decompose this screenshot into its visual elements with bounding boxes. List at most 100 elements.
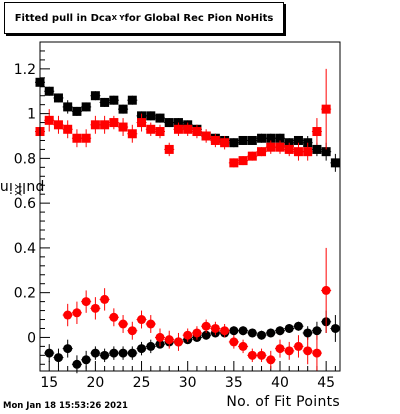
data-point-circle — [220, 326, 230, 336]
data-point-square — [127, 95, 137, 105]
data-point-square — [312, 144, 322, 154]
data-point-circle — [164, 335, 174, 345]
data-point-circle — [284, 323, 294, 333]
data-point-circle — [127, 348, 137, 358]
data-point-square — [53, 120, 63, 130]
data-point-circle — [201, 330, 211, 340]
data-point-square — [164, 118, 174, 128]
y-tick-label: 0 — [27, 330, 36, 346]
chart-title-subscript: X Y — [111, 14, 125, 22]
data-point-circle — [293, 321, 303, 331]
data-point-circle — [247, 350, 257, 360]
data-point-circle — [321, 285, 331, 295]
data-point-square — [192, 127, 202, 137]
data-points — [35, 68, 341, 374]
data-point-square — [44, 86, 54, 96]
x-tick-label: 40 — [271, 375, 289, 391]
data-point-square — [137, 118, 147, 128]
data-point-square — [90, 91, 100, 101]
data-point-square — [257, 133, 267, 143]
data-point-square — [238, 135, 248, 145]
data-point-circle — [109, 312, 119, 322]
data-point-circle — [146, 319, 156, 329]
data-point-square — [293, 147, 303, 157]
series-3 — [62, 247, 332, 371]
data-point-square — [284, 144, 294, 154]
data-point-square — [155, 113, 165, 123]
x-tick-label: 20 — [86, 375, 104, 391]
data-point-circle — [238, 341, 248, 351]
data-point-circle — [173, 337, 183, 347]
data-point-circle — [284, 346, 294, 356]
data-point-circle — [118, 319, 128, 329]
data-point-square — [81, 102, 91, 112]
data-point-circle — [312, 326, 322, 336]
chart-title-prefix: Fitted pull in Dca — [14, 12, 112, 24]
data-point-circle — [100, 350, 110, 360]
data-point-square — [247, 135, 257, 145]
data-point-square — [330, 158, 340, 168]
chart-title-suffix: for Global Rec Pion NoHits — [124, 12, 274, 24]
data-point-square — [275, 133, 285, 143]
data-point-square — [90, 120, 100, 130]
data-point-square — [201, 131, 211, 141]
data-point-circle — [229, 326, 239, 336]
series-1 — [35, 68, 332, 168]
axis-ticks: 15 20 25 30 35 40 45 0 0.2 0.4 0.6 0.8 1 1.2 — [14, 41, 336, 391]
data-point-square — [127, 129, 137, 139]
data-point-circle — [109, 348, 119, 358]
data-point-circle — [275, 326, 285, 336]
data-point-square — [146, 124, 156, 134]
y-tick-label: 0.2 — [14, 286, 36, 302]
data-point-square — [100, 97, 110, 107]
data-point-square — [247, 151, 257, 161]
data-point-square — [118, 104, 128, 114]
y-tick-label: 0.4 — [14, 241, 36, 257]
x-tick-label: 35 — [225, 375, 243, 391]
data-point-circle — [137, 344, 147, 354]
data-point-circle — [257, 350, 267, 360]
x-axis-label: No. of Fit Points — [226, 394, 340, 410]
data-point-circle — [63, 344, 73, 354]
data-point-square — [238, 156, 248, 166]
data-point-square — [72, 133, 82, 143]
data-point-square — [266, 133, 276, 143]
y-tick-label: 0.8 — [14, 151, 36, 167]
data-point-circle — [137, 315, 147, 325]
data-point-circle — [293, 341, 303, 351]
data-point-circle — [44, 348, 54, 358]
data-point-circle — [275, 344, 285, 354]
data-point-circle — [247, 328, 257, 338]
data-point-circle — [303, 346, 313, 356]
data-point-square — [321, 104, 331, 114]
data-point-circle — [53, 353, 63, 363]
data-point-square — [229, 158, 239, 168]
data-point-circle — [100, 294, 110, 304]
data-point-circle — [63, 310, 73, 320]
data-point-circle — [146, 341, 156, 351]
data-point-square — [109, 118, 119, 128]
data-point-circle — [81, 297, 91, 307]
data-point-circle — [127, 326, 137, 336]
data-point-square — [100, 120, 110, 130]
data-point-square — [257, 147, 267, 157]
x-tick-label: 30 — [179, 375, 197, 391]
x-tick-label: 15 — [40, 375, 58, 391]
data-point-circle — [81, 355, 91, 365]
data-point-circle — [238, 326, 248, 336]
data-point-circle — [210, 323, 220, 333]
x-tick-label: 45 — [317, 375, 335, 391]
data-point-square — [229, 138, 239, 148]
data-point-square — [266, 142, 276, 152]
data-point-square — [183, 124, 193, 134]
data-point-circle — [229, 337, 239, 347]
data-point-square — [220, 138, 230, 148]
data-point-square — [81, 133, 91, 143]
timestamp: Mon Jan 18 15:53:26 2021 — [3, 401, 128, 411]
data-point-square — [173, 124, 183, 134]
y-tick-label: 1.2 — [14, 62, 36, 78]
data-point-circle — [90, 303, 100, 313]
data-point-circle — [155, 332, 165, 342]
data-point-circle — [201, 321, 211, 331]
